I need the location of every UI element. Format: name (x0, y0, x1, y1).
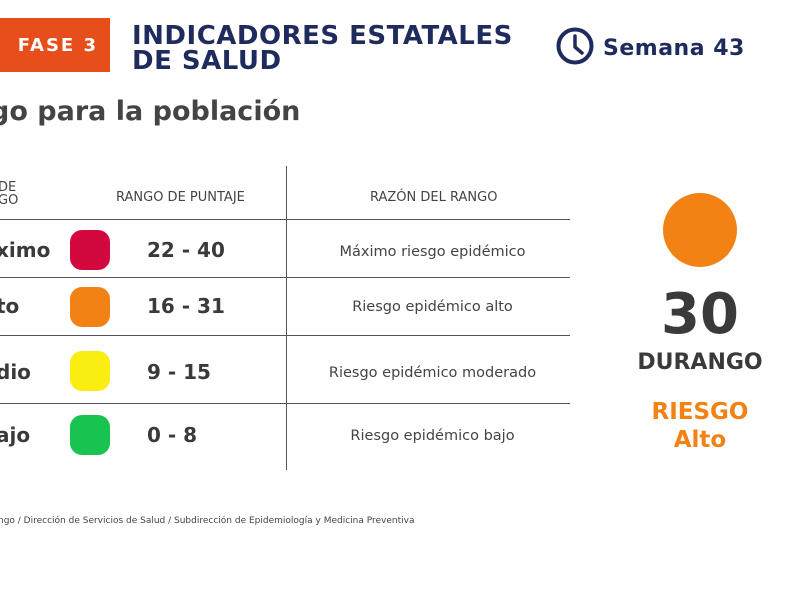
state-risk-dot (663, 193, 737, 267)
clock-icon (555, 26, 595, 70)
state-risk-label: RIESGO Alto (580, 398, 800, 454)
risk-level-label: ajo (0, 423, 31, 447)
range-reason: Riesgo epidémico moderado (328, 365, 537, 381)
title-line-2: DE SALUD (132, 46, 282, 76)
risk-color-swatch (70, 230, 110, 270)
range-reason: Máximo riesgo epidémico (339, 244, 526, 260)
risk-level-label: to (0, 294, 20, 318)
risk-level-label: ximo (0, 238, 51, 262)
range-reason: Riesgo epidémico alto (352, 299, 513, 315)
col-header-level: DE GO (0, 181, 18, 207)
col-header-level-line1: DE (0, 180, 17, 195)
row-divider (0, 403, 570, 404)
col-header-reason: RAZÓN DEL RANGO (370, 190, 498, 205)
phase-label: FASE 3 (17, 34, 98, 56)
title-line-1: INDICADORES ESTATALES (132, 21, 513, 51)
column-divider (286, 166, 287, 470)
state-name: DURANGO (637, 350, 763, 375)
col-header-range: RANGO DE PUNTAJE (116, 190, 245, 205)
risk-level-label: dio (0, 360, 31, 384)
source-footnote: ngo / Dirección de Servicios de Salud / … (0, 516, 415, 526)
score-range: 16 - 31 (147, 294, 225, 318)
section-subtitle: go para la población (0, 96, 301, 127)
phase-badge: FASE 3 (0, 18, 110, 72)
week-label: Semana 43 (603, 35, 745, 61)
range-reason: Riesgo epidémico bajo (350, 428, 515, 444)
score-range: 0 - 8 (147, 423, 198, 447)
week-indicator: Semana 43 (555, 26, 745, 70)
state-risk-line-2: Alto (673, 427, 727, 453)
page-title: INDICADORES ESTATALES DE SALUD (132, 21, 513, 76)
state-score: 30 (661, 282, 739, 347)
score-range: 9 - 15 (147, 360, 211, 384)
risk-color-swatch (70, 287, 110, 327)
risk-color-swatch (70, 351, 110, 391)
col-header-level-line2: GO (0, 193, 19, 208)
row-divider (0, 335, 570, 336)
score-range: 22 - 40 (147, 238, 225, 262)
row-divider (0, 219, 570, 220)
row-divider (0, 277, 570, 278)
state-risk-line-1: RIESGO (651, 399, 749, 425)
risk-color-swatch (70, 415, 110, 455)
